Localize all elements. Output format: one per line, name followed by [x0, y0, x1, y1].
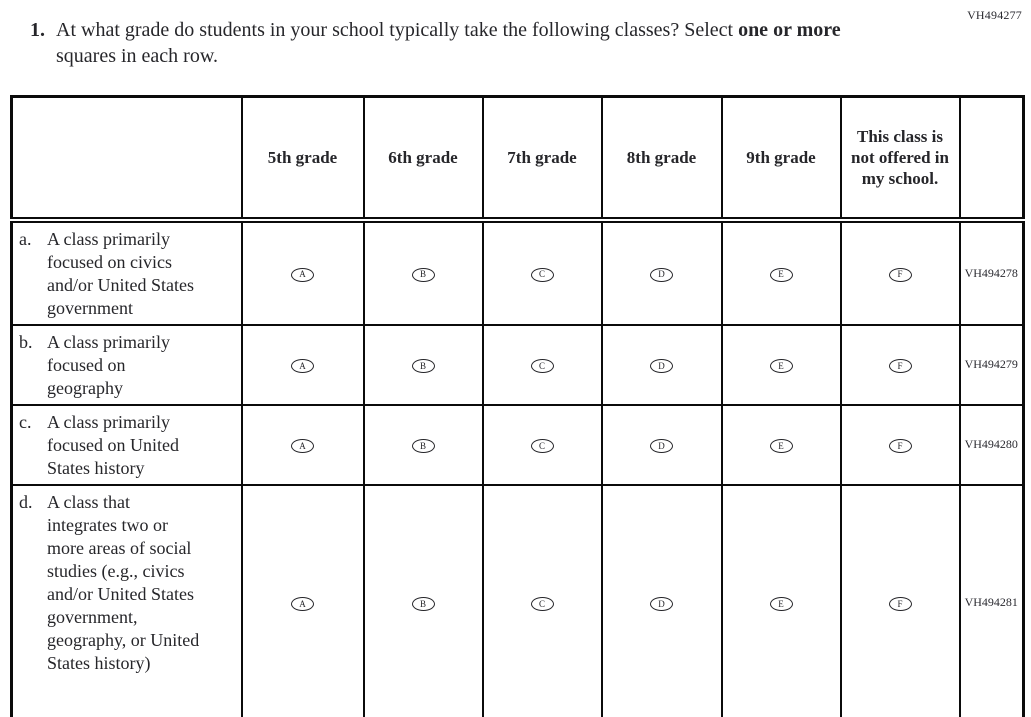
column-header-7th-grade: 7th grade	[481, 95, 603, 223]
column-header-5th-grade: 5th grade	[240, 95, 365, 223]
table-header-row: 5th grade 6th grade 7th grade 8th grade …	[10, 95, 1025, 223]
row-a-label-cell: a. A class primarily focused on civics a…	[10, 218, 243, 326]
question-text: At what grade do students in your school…	[56, 17, 892, 69]
option-bubble-a-F[interactable]: F	[888, 267, 912, 282]
answer-grid-table: 5th grade 6th grade 7th grade 8th grade …	[10, 95, 1025, 717]
option-bubble-b-B[interactable]: B	[411, 359, 435, 373]
row-d-letter: d.	[19, 491, 33, 512]
row-b-label: A class primarily focused on geography	[47, 331, 170, 398]
question-text-end: squares in each row.	[56, 45, 218, 67]
row-b-cell-8th-grade: D	[600, 323, 723, 406]
page-accession-code: VH494277	[967, 8, 1022, 22]
option-bubble-d-C[interactable]: C	[530, 597, 554, 612]
column-header-9th-grade: 9th grade	[720, 95, 842, 223]
row-b-cell-not-offered: F	[839, 323, 961, 406]
row-b-accession-code: VH494279	[958, 323, 1025, 406]
row-b-letter: b.	[19, 331, 33, 352]
row-b-cell-7th-grade: C	[481, 323, 603, 406]
row-c-cell-8th-grade: D	[600, 403, 723, 486]
table-row-d: d. A class that integrates two or more a…	[10, 483, 1025, 717]
row-c-cell-6th-grade: B	[362, 403, 484, 486]
row-a-letter: a.	[19, 228, 32, 249]
option-bubble-d-E[interactable]: E	[769, 597, 793, 612]
row-d-label-cell: d. A class that integrates two or more a…	[10, 483, 243, 717]
option-bubble-b-E[interactable]: E	[769, 359, 793, 373]
row-a-label: A class primarily focused on civics and/…	[47, 228, 194, 318]
row-d-cell-6th-grade: B	[362, 483, 484, 717]
option-bubble-a-A[interactable]: A	[291, 267, 314, 282]
option-bubble-a-D[interactable]: D	[650, 267, 673, 282]
option-bubble-c-B[interactable]: B	[411, 439, 435, 453]
option-bubble-b-D[interactable]: D	[650, 359, 673, 373]
row-c-letter: c.	[19, 411, 32, 432]
row-b-cell-9th-grade: E	[720, 323, 842, 406]
row-a-cell-9th-grade: E	[720, 218, 842, 326]
option-bubble-c-A[interactable]: A	[291, 439, 314, 453]
option-bubble-c-C[interactable]: C	[530, 439, 554, 453]
option-bubble-d-D[interactable]: D	[650, 597, 673, 612]
option-bubble-a-B[interactable]: B	[411, 267, 435, 282]
option-bubble-d-A[interactable]: A	[291, 597, 314, 612]
row-b-cell-5th-grade: A	[240, 323, 365, 406]
option-bubble-b-F[interactable]: F	[888, 359, 912, 373]
row-b-label-cell: b. A class primarily focused on geograph…	[10, 323, 243, 406]
row-a-cell-8th-grade: D	[600, 218, 723, 326]
option-bubble-d-F[interactable]: F	[888, 597, 912, 612]
row-c-label: A class primarily focused on United Stat…	[47, 411, 179, 478]
row-a-cell-6th-grade: B	[362, 218, 484, 326]
row-d-cell-not-offered: F	[839, 483, 961, 717]
row-b-cell-6th-grade: B	[362, 323, 484, 406]
option-bubble-b-C[interactable]: C	[530, 359, 554, 373]
row-d-accession-code: VH494281	[958, 483, 1025, 717]
row-d-cell-8th-grade: D	[600, 483, 723, 717]
table-row-a: a. A class primarily focused on civics a…	[10, 218, 1025, 326]
row-c-accession-code: VH494280	[958, 403, 1025, 486]
row-c-cell-7th-grade: C	[481, 403, 603, 486]
row-a-cell-7th-grade: C	[481, 218, 603, 326]
table-row-c: c. A class primarily focused on United S…	[10, 403, 1025, 486]
table-row-b: b. A class primarily focused on geograph…	[10, 323, 1025, 406]
row-a-cell-not-offered: F	[839, 218, 961, 326]
column-header-not-offered: This class is not offered in my school.	[839, 95, 961, 223]
question-text-start: At what grade do students in your school…	[56, 19, 739, 41]
column-header-6th-grade: 6th grade	[362, 95, 484, 223]
header-empty-code-cell	[958, 95, 1025, 223]
column-header-8th-grade: 8th grade	[600, 95, 723, 223]
question-number: 1.	[30, 19, 45, 41]
option-bubble-c-D[interactable]: D	[650, 439, 673, 453]
row-d-label: A class that integrates two or more area…	[47, 491, 200, 673]
row-d-cell-7th-grade: C	[481, 483, 603, 717]
option-bubble-c-F[interactable]: F	[888, 439, 912, 453]
option-bubble-a-C[interactable]: C	[530, 267, 554, 282]
option-bubble-a-E[interactable]: E	[769, 267, 793, 282]
row-c-cell-9th-grade: E	[720, 403, 842, 486]
row-d-cell-9th-grade: E	[720, 483, 842, 717]
row-c-label-cell: c. A class primarily focused on United S…	[10, 403, 243, 486]
option-bubble-b-A[interactable]: A	[291, 359, 314, 373]
row-d-cell-5th-grade: A	[240, 483, 365, 717]
row-c-cell-5th-grade: A	[240, 403, 365, 486]
option-bubble-c-E[interactable]: E	[769, 439, 793, 453]
option-bubble-d-B[interactable]: B	[411, 597, 435, 612]
row-a-cell-5th-grade: A	[240, 218, 365, 326]
question-text-bold: one or more	[738, 19, 841, 41]
question-block: 1. At what grade do students in your sch…	[30, 17, 910, 69]
row-c-cell-not-offered: F	[839, 403, 961, 486]
header-empty-label-cell	[10, 95, 243, 223]
row-a-accession-code: VH494278	[958, 218, 1025, 326]
